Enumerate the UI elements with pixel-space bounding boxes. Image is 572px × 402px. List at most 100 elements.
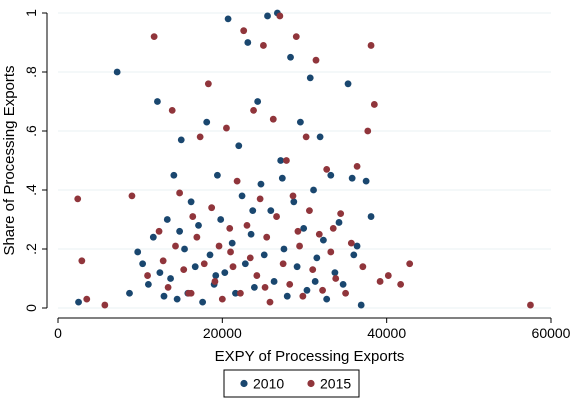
point-2010-9: [160, 292, 168, 300]
point-2010-53: [310, 186, 317, 194]
point-2015-31: [246, 254, 254, 262]
legend: 2010 2015: [223, 369, 360, 398]
point-2010-36: [254, 98, 262, 105]
point-2010-22: [206, 251, 214, 259]
point-2010-11: [167, 275, 174, 282]
point-2015-51: [312, 56, 320, 64]
point-2010-62: [344, 80, 352, 88]
point-2015-20: [208, 204, 216, 212]
point-2015-36: [263, 233, 271, 241]
point-2015-2: [83, 295, 91, 303]
point-2015-61: [359, 263, 367, 271]
point-2015-21: [211, 278, 219, 285]
point-2010-44: [280, 245, 288, 253]
point-2010-0: [75, 298, 82, 306]
point-2010-4: [139, 260, 147, 268]
point-2015-43: [286, 281, 294, 288]
point-2010-24: [214, 171, 221, 179]
point-2010-33: [244, 39, 252, 46]
point-2015-53: [319, 286, 326, 294]
point-2010-14: [177, 136, 185, 144]
point-2010-73: [350, 251, 358, 259]
point-2015-11: [172, 242, 179, 250]
point-2010-15: [181, 245, 188, 253]
point-2015-35: [260, 42, 267, 49]
point-2010-26: [221, 269, 229, 276]
y-tick-label-1: .2: [23, 243, 39, 255]
point-2015-9: [164, 283, 172, 291]
point-2015-49: [306, 207, 313, 215]
legend-marker-2010: [240, 379, 248, 388]
point-2015-69: [527, 301, 534, 309]
point-2010-61: [339, 281, 347, 288]
point-2010-40: [267, 207, 275, 215]
point-2010-27: [224, 15, 232, 23]
point-2010-49: [296, 118, 304, 126]
point-2015-52: [315, 230, 323, 238]
point-2010-50: [300, 224, 308, 232]
data-points: [74, 9, 534, 309]
y-tick-label-0: 0: [23, 304, 39, 312]
point-2010-20: [199, 298, 207, 306]
point-2015-7: [155, 227, 163, 235]
point-2015-13: [180, 266, 188, 274]
point-2015-74: [329, 224, 337, 232]
point-2010-47: [290, 198, 298, 206]
point-2015-47: [299, 292, 307, 300]
point-2015-3: [101, 301, 109, 309]
x-axis-title: EXPY of Processing Exports: [215, 348, 405, 365]
point-2010-66: [362, 177, 370, 185]
point-2010-31: [238, 192, 246, 200]
point-2015-60: [353, 163, 361, 170]
y-tick-label-3: .6: [23, 125, 39, 137]
x-tick-label-0: 0: [54, 325, 62, 341]
point-2015-55: [327, 248, 335, 256]
point-2010-55: [316, 133, 324, 141]
point-2010-34: [247, 230, 255, 238]
point-2010-7: [154, 98, 161, 105]
point-2010-56: [319, 236, 327, 244]
point-2015-4: [128, 192, 136, 200]
gridlines: [58, 12, 551, 309]
point-2015-65: [376, 278, 384, 285]
point-2015-30: [243, 222, 251, 229]
point-2015-28: [237, 289, 244, 297]
point-2010-37: [257, 180, 265, 188]
point-2015-19: [204, 80, 212, 88]
point-2015-15: [189, 213, 197, 220]
point-2015-63: [367, 42, 375, 49]
point-2010-41: [270, 278, 278, 285]
point-2010-38: [260, 251, 268, 259]
point-2015-1: [78, 257, 86, 265]
point-2015-27: [233, 177, 241, 185]
point-2010-21: [203, 118, 211, 126]
point-2015-38: [269, 115, 277, 123]
point-2010-52: [306, 74, 314, 82]
point-2015-56: [332, 275, 340, 282]
point-2010-12: [170, 171, 178, 179]
point-2010-13: [173, 295, 181, 303]
point-2010-48: [293, 263, 301, 271]
point-2010-57: [323, 295, 331, 303]
point-2015-73: [294, 227, 302, 235]
point-2015-59: [347, 239, 355, 247]
point-2010-43: [277, 157, 285, 164]
point-2010-54: [313, 254, 321, 262]
point-2010-64: [353, 242, 361, 250]
point-2015-66: [384, 272, 392, 279]
point-2015-71: [227, 248, 234, 256]
point-2015-17: [196, 133, 204, 141]
point-2015-24: [223, 124, 230, 132]
point-2015-6: [150, 33, 158, 40]
point-2015-67: [397, 281, 405, 288]
point-2015-5: [144, 272, 151, 279]
point-2015-64: [370, 101, 378, 108]
point-2010-1: [113, 68, 121, 76]
point-2015-22: [215, 242, 223, 250]
legend-marker-2015: [307, 379, 315, 388]
point-2015-45: [292, 33, 300, 40]
point-2015-50: [309, 266, 317, 274]
point-2015-70: [187, 289, 195, 297]
